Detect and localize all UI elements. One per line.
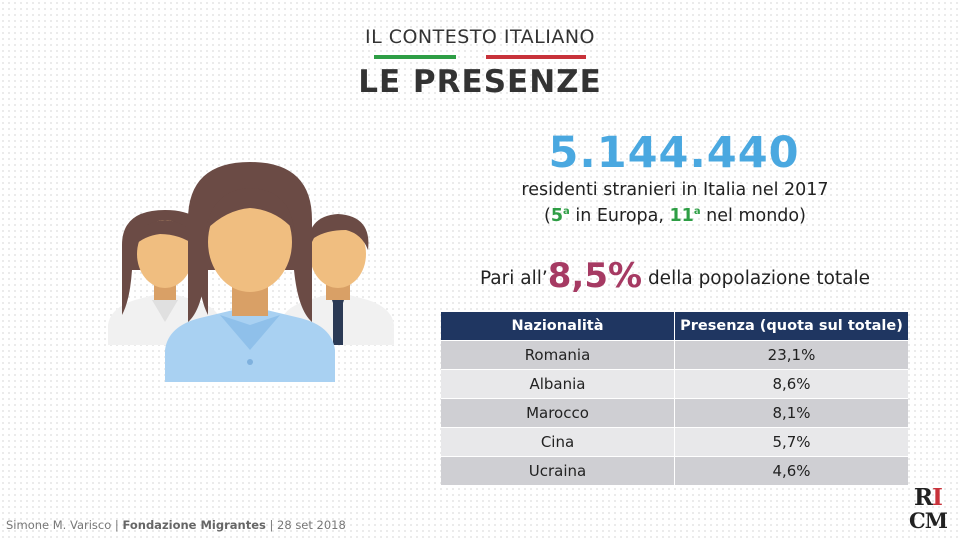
people-group-icon (108, 162, 394, 382)
nationality-cell: Romania (441, 340, 675, 370)
residents-description: residenti stranieri in Italia nel 2017 (521, 180, 829, 200)
footer-organization: Fondazione Migrantes (122, 518, 266, 532)
population-share-line: Pari all’8,5% della popolazione totale (440, 256, 910, 296)
world-rank: 11a (670, 206, 701, 226)
share-cell: 23,1% (674, 340, 908, 370)
world-rank-number: 11 (669, 206, 694, 226)
nationality-table: Nazionalità Presenza (quota sul totale) … (441, 312, 908, 485)
world-rank-ordinal: a (693, 206, 701, 218)
footer-sep: | (111, 518, 123, 532)
share-cell: 8,6% (674, 369, 908, 399)
logo-i: I (932, 484, 943, 511)
table-row: Romania 23,1% (441, 340, 908, 370)
logo-r: R (914, 484, 933, 511)
page-title: LE PRESENZE (358, 64, 602, 100)
flag-bar-red (486, 55, 586, 59)
table-row: Ucraina 4,6% (441, 456, 908, 485)
europe-rank: 5a (551, 206, 570, 226)
europe-rank-text: in Europa, (569, 206, 670, 226)
nationality-cell: Albania (441, 369, 675, 399)
table-row: Marocco 8,1% (441, 398, 908, 428)
ranking-line: (5a in Europa, 11a nel mondo) (440, 206, 910, 226)
share-percentage: 8,5% (547, 256, 643, 296)
table-row: Albania 8,6% (441, 369, 908, 399)
header-nationality: Nazionalità (441, 312, 675, 341)
share-prefix: Pari all’ (479, 268, 548, 289)
europe-rank-number: 5 (550, 206, 564, 226)
table-header-row: Nazionalità Presenza (quota sul totale) (441, 312, 908, 341)
footer-credits: Simone M. Varisco | Fondazione Migrantes… (6, 518, 346, 532)
table-row: Cina 5,7% (441, 427, 908, 457)
footer-author: Simone M. Varisco (6, 518, 112, 532)
europe-rank-ordinal: a (563, 206, 570, 218)
share-cell: 4,6% (674, 456, 908, 485)
logo-top: RI (908, 486, 948, 509)
flag-bar-green (374, 55, 456, 59)
nationality-cell: Ucraina (441, 456, 675, 485)
footer-date: 28 set 2018 (277, 518, 346, 532)
ranking-open: ( (544, 206, 551, 226)
section-subtitle: IL CONTESTO ITALIANO (364, 26, 596, 48)
total-residents-value: 5.144.440 (548, 128, 800, 178)
header-share: Presenza (quota sul totale) (674, 312, 908, 341)
share-suffix: della popolazione totale (642, 268, 871, 289)
logo-bottom: CM (909, 508, 948, 533)
ricm-logo: RI CM (908, 486, 948, 532)
nationality-cell: Cina (441, 427, 675, 457)
nationality-cell: Marocco (441, 398, 675, 428)
share-cell: 8,1% (674, 398, 908, 428)
world-rank-text: nel mondo) (700, 206, 806, 226)
footer-sep: | (265, 518, 278, 532)
share-cell: 5,7% (674, 427, 908, 457)
